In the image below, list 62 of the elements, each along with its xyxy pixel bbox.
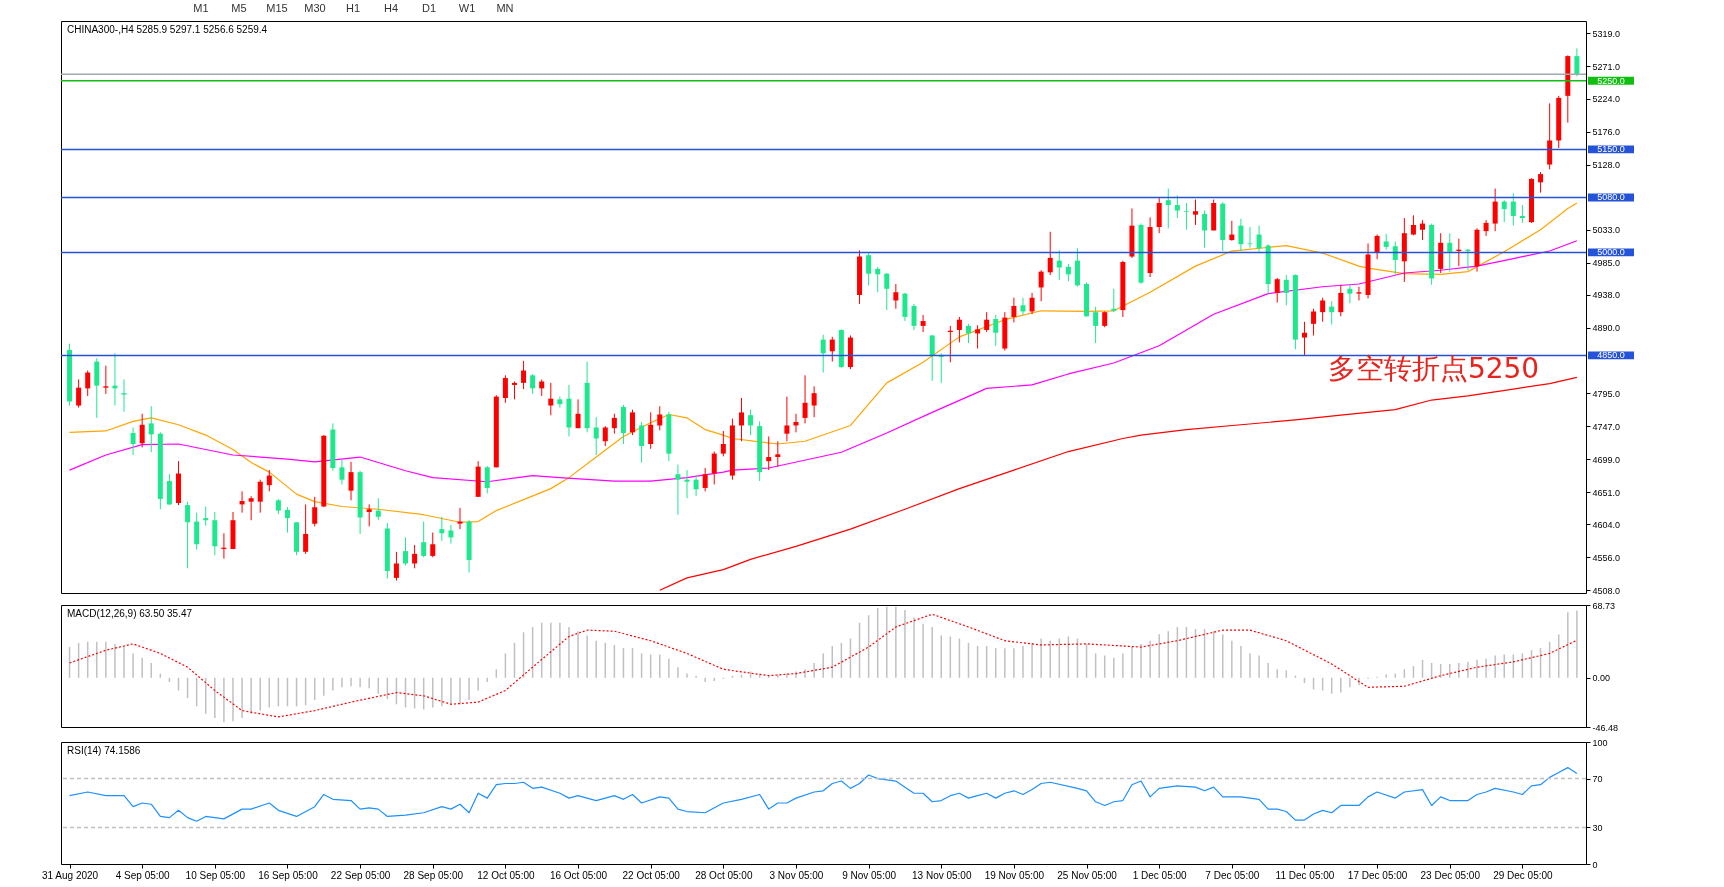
y-tick-label: 5271.0 [1592,61,1621,72]
ref-line-label: 4850.0 [1597,350,1625,361]
x-tick-label: 12 Oct 05:00 [477,869,535,881]
x-tick-label: 4 Sep 05:00 [115,869,171,881]
x-tick-label: 7 Dec 05:00 [1205,869,1260,881]
y-tick-label: 5319.0 [1592,28,1621,39]
y-tick-label: 4890.0 [1592,323,1621,334]
text: H1 [345,2,361,14]
x-tick-label: 22 Oct 05:00 [622,869,681,881]
x-tick-label: 17 Dec 05:00 [1347,869,1408,881]
y-tick-label: 0 [1592,859,1598,870]
y-tick-label: 4938.0 [1592,290,1621,301]
x-tick-label: 16 Sep 05:00 [258,869,319,881]
y-tick-label: 4985.0 [1592,258,1621,269]
x-tick-label: 13 Nov 05:00 [912,869,972,881]
y-tick-label: 4651.0 [1592,487,1621,498]
y-tick-label: 30 [1592,822,1603,833]
chart-title: RSI(14) 74.1586 [67,745,141,756]
x-tick-label: 23 Dec 05:00 [1420,869,1481,881]
text: D1 [421,2,437,14]
y-tick-label: -46.48 [1592,722,1619,733]
text: M5 [231,2,247,14]
x-tick-label: 25 Nov 05:00 [1057,869,1118,881]
y-tick-label: 4556.0 [1592,552,1621,563]
annotation: 多空转折点5250 [1327,351,1540,385]
x-tick-label: 22 Sep 05:00 [330,869,391,881]
y-tick-label: 68.73 [1592,600,1616,611]
y-tick-label: 100 [1592,737,1608,748]
text: M1 [193,2,209,14]
chart-title: CHINA300-,H4 5285.9 5297.1 5256.6 5259.4 [67,24,268,35]
x-tick-label: 16 Oct 05:00 [549,869,608,881]
y-tick-label: 70 [1592,774,1603,785]
chart-title: MACD(12,26,9) 63.50 35.47 [67,608,193,619]
x-tick-label: 29 Dec 05:00 [1493,869,1554,881]
y-tick-label: 0.00 [1592,673,1611,684]
x-tick-label: 31 Aug 2020 [41,869,99,881]
text: H4 [383,2,399,14]
x-tick-label: 1 Dec 05:00 [1132,869,1188,881]
y-tick-label: 4699.0 [1592,454,1621,465]
ref-line-label: 5150.0 [1597,144,1625,155]
y-tick-label: 5128.0 [1592,160,1621,171]
ref-line-label: 5000.0 [1597,247,1625,258]
x-tick-label: 28 Sep 05:00 [403,869,464,881]
y-tick-label: 4508.0 [1592,585,1621,596]
ref-line-label: 5250.0 [1597,75,1625,86]
y-tick-label: 5224.0 [1592,94,1621,105]
y-tick-label: 5176.0 [1592,127,1621,138]
x-tick-label: 10 Sep 05:00 [185,869,246,881]
y-tick-label: 5033.0 [1592,225,1621,236]
ref-line-label: 5080.0 [1597,192,1625,203]
x-tick-label: 11 Dec 05:00 [1275,869,1335,881]
text: W1 [458,2,476,14]
y-tick-label: 4747.0 [1592,421,1621,432]
x-tick-label: 19 Nov 05:00 [984,869,1045,881]
x-tick-label: 9 Nov 05:00 [842,869,897,881]
text: M30 [304,2,326,14]
text: M15 [266,2,288,14]
y-tick-label: 4795.0 [1592,388,1621,399]
text: MN [496,2,514,14]
x-tick-label: 3 Nov 05:00 [769,869,824,881]
x-tick-label: 28 Oct 05:00 [695,869,753,881]
y-tick-label: 4604.0 [1592,519,1621,530]
